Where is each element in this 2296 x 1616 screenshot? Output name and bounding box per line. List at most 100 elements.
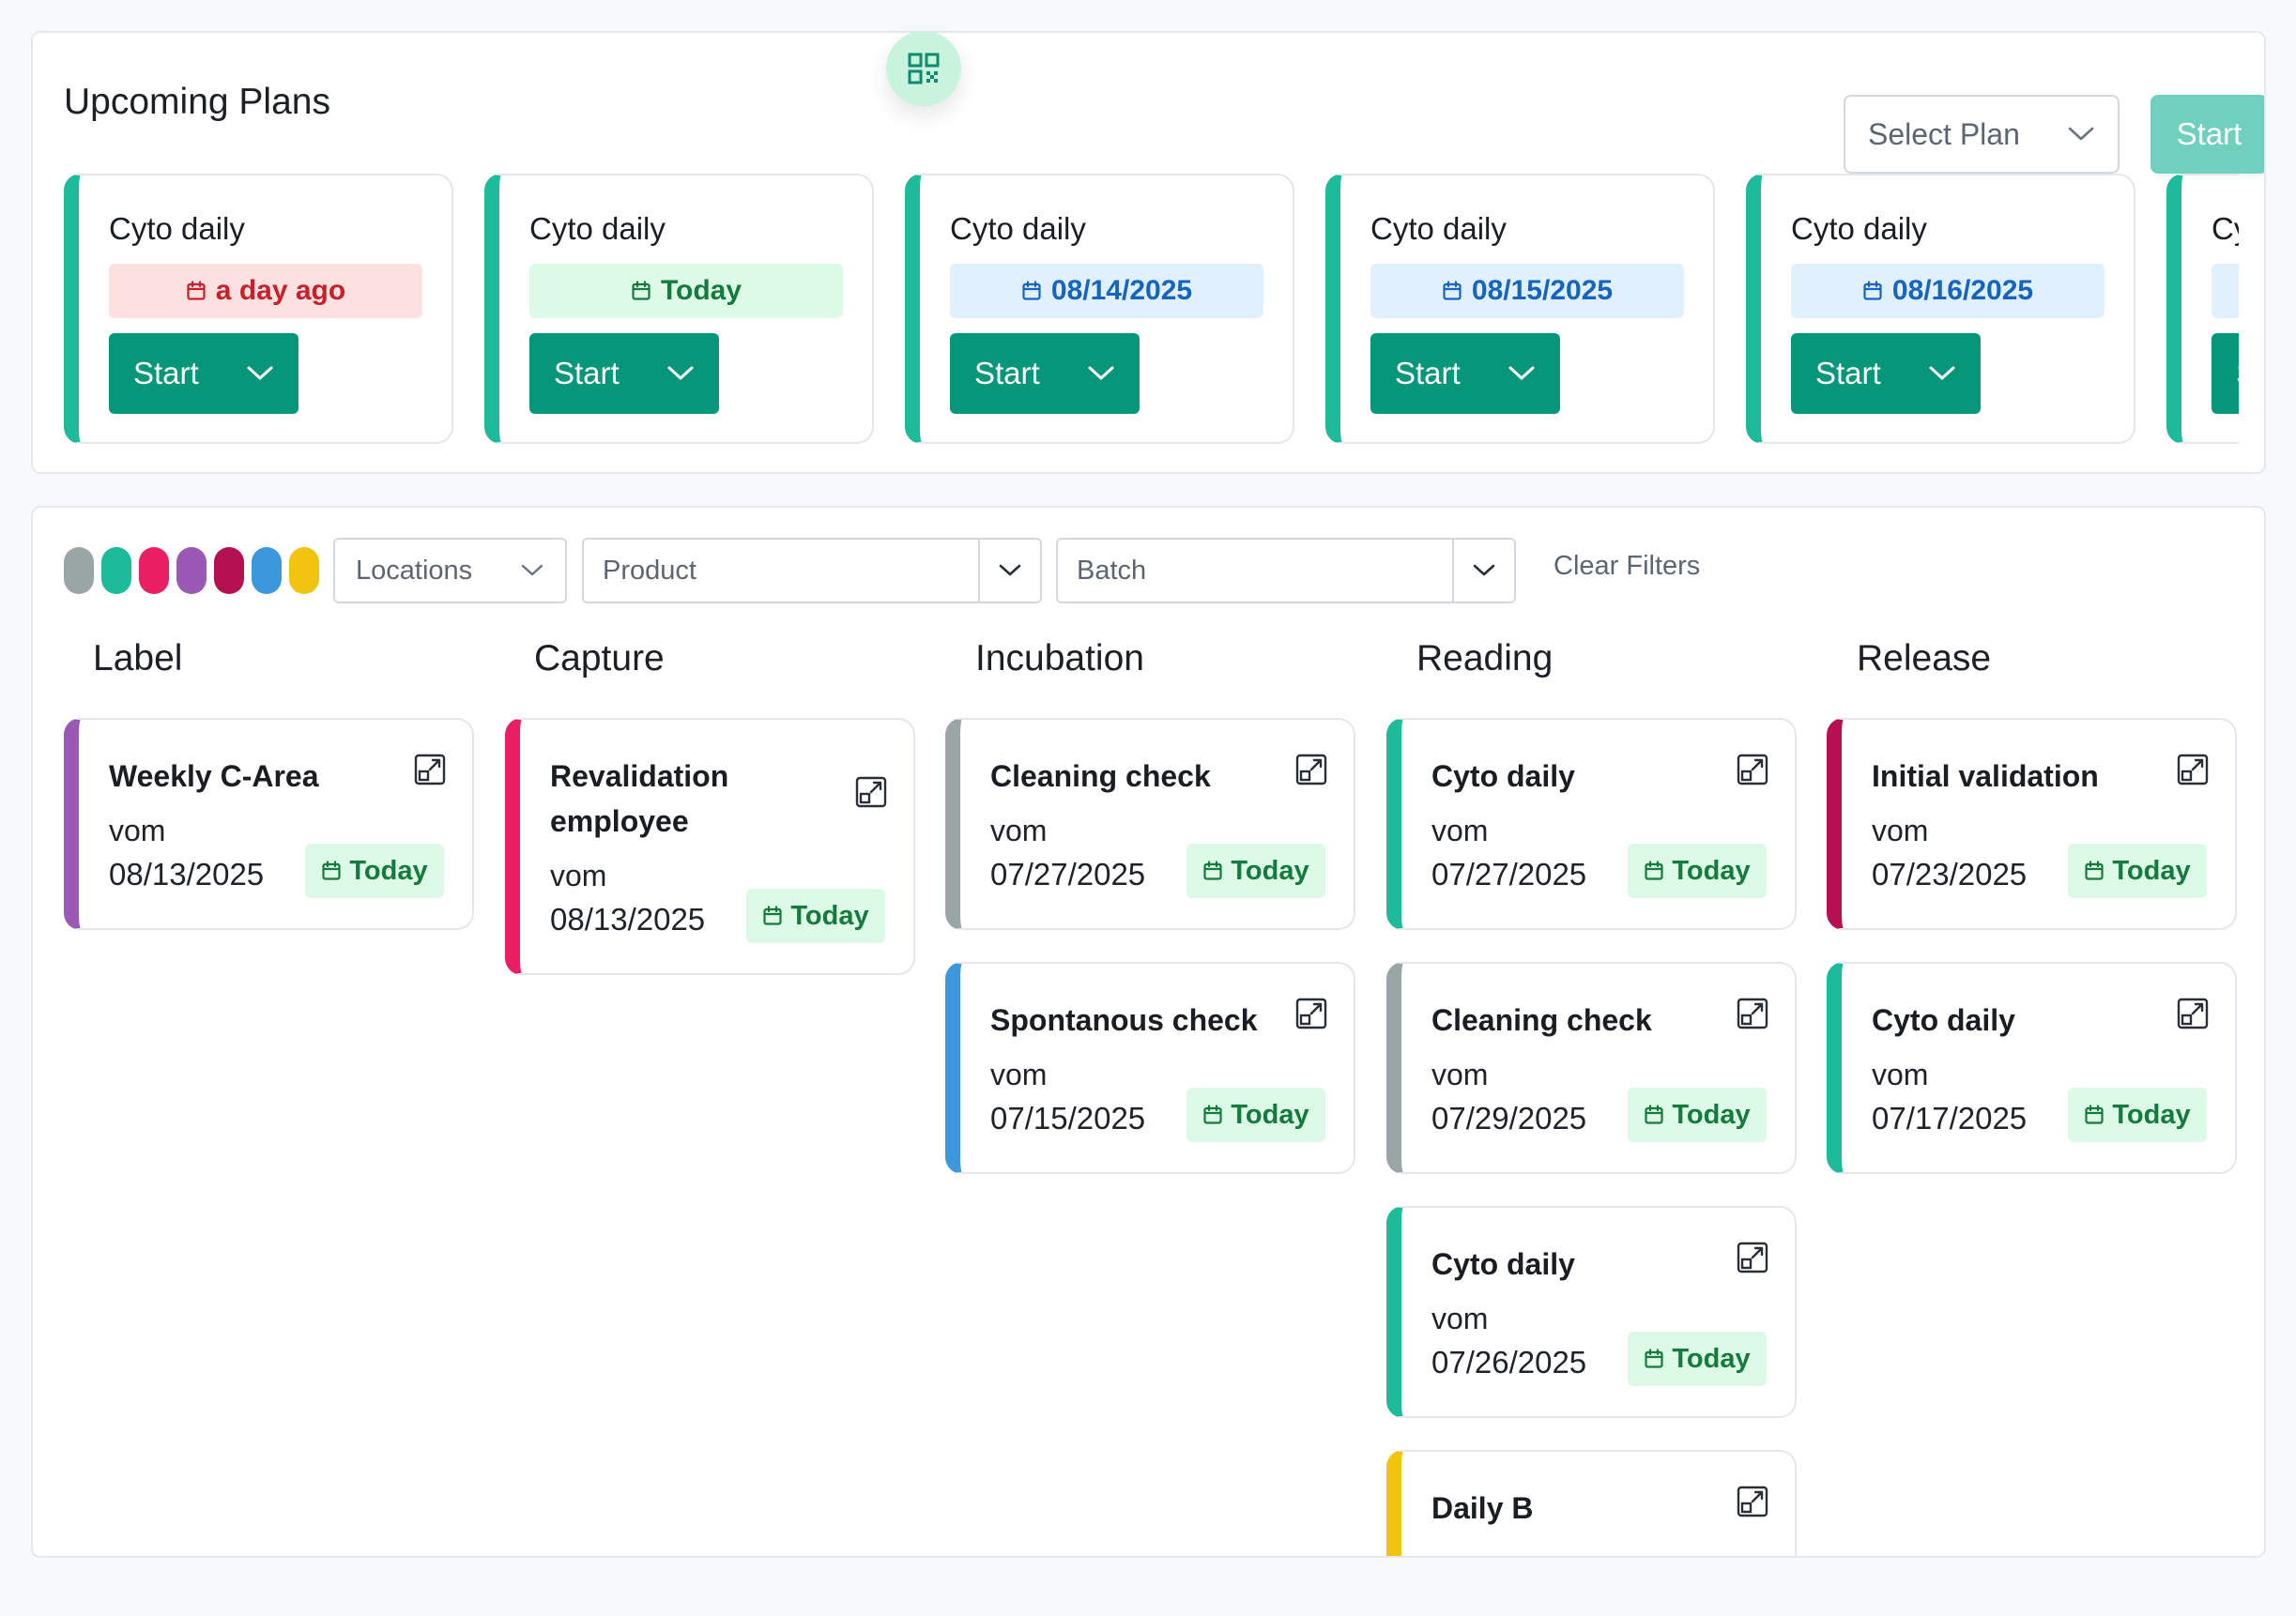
chevron-down-icon[interactable]	[1087, 365, 1115, 382]
task-card-title: Cyto daily	[1431, 759, 1575, 793]
chevron-down-icon	[999, 564, 1021, 576]
expand-icon[interactable]	[855, 776, 887, 808]
calendar-icon	[1644, 1105, 1664, 1125]
color-swatch[interactable]	[101, 547, 131, 594]
task-card-date: 07/17/2025	[1872, 1101, 2028, 1136]
task-card-title: Cleaning check	[1431, 1003, 1652, 1037]
plan-start-label: Start	[1815, 356, 1881, 390]
plan-date-text: 08/15/2025	[1471, 275, 1614, 306]
task-card-title: Weekly C-Area	[109, 759, 319, 793]
color-swatch[interactable]	[64, 547, 94, 594]
batch-dropdown-toggle[interactable]	[1452, 540, 1514, 602]
chevron-down-icon[interactable]	[666, 365, 695, 382]
plan-start-button[interactable]: Start	[950, 333, 1140, 414]
product-dropdown-toggle[interactable]	[978, 540, 1040, 602]
expand-icon[interactable]	[2177, 998, 2209, 1029]
plan-start-label: Start	[554, 356, 620, 390]
task-card-title: Revalidation employee	[550, 759, 729, 838]
select-plan-dropdown[interactable]: Select Plan	[1844, 95, 2120, 174]
calendar-icon	[631, 281, 651, 301]
expand-icon[interactable]	[1737, 754, 1768, 785]
task-card[interactable]: Cyto daily vom 07/26/2025 Today	[1386, 1206, 1797, 1418]
plan-date-badge: 08/15/2025	[1370, 264, 1684, 318]
task-card-date: 07/29/2025	[1431, 1101, 1587, 1136]
calendar-icon	[2084, 1105, 2105, 1125]
task-card[interactable]: Revalidation employee vom 08/13/2025 Today	[505, 718, 915, 975]
plan-date-badge: Today	[529, 264, 843, 318]
task-due-badge: Today	[1628, 1088, 1767, 1142]
upcoming-plans-panel: Upcoming Plans Select Plan Start Cyto da…	[31, 31, 2266, 474]
plan-start-label: Start	[974, 356, 1040, 390]
task-card[interactable]: Weekly C-Area vom 08/13/2025 Today	[64, 718, 474, 930]
start-plan-button[interactable]: Start	[2151, 95, 2264, 174]
plan-start-button[interactable]: Start	[2212, 333, 2239, 414]
upcoming-plans-title: Upcoming Plans	[64, 82, 330, 122]
plan-card-title: Cyto daily	[1791, 211, 1927, 246]
plan-start-button[interactable]: Start	[1791, 333, 1981, 414]
task-card[interactable]: Spontanous check vom 07/15/2025 Today	[945, 962, 1355, 1174]
calendar-icon	[321, 861, 342, 881]
plan-date-text: 08/14/2025	[1050, 275, 1193, 306]
calendar-icon	[1021, 281, 1042, 301]
task-card-date: 08/13/2025	[109, 857, 265, 892]
expand-icon[interactable]	[1295, 998, 1327, 1029]
plan-date-text: 08/16/2025	[1891, 275, 2034, 306]
plan-date-text: a day ago	[215, 275, 346, 306]
task-card-vom: vom	[1431, 1058, 1489, 1091]
plan-card: Cyto daily Start	[2166, 174, 2239, 444]
chevron-down-icon	[1473, 564, 1495, 576]
plan-start-button[interactable]: Start	[529, 333, 719, 414]
kanban-board-panel: Locations Product Batch Clear Filters La…	[31, 506, 2266, 1558]
expand-icon[interactable]	[1737, 1486, 1768, 1517]
task-due-badge: Today	[305, 844, 444, 898]
task-card-vom: vom	[990, 814, 1048, 847]
expand-icon[interactable]	[1737, 1242, 1768, 1273]
chevron-down-icon	[2067, 126, 2095, 143]
plan-card: Cyto daily 08/14/2025 Start	[905, 174, 1294, 444]
expand-icon[interactable]	[1737, 998, 1768, 1029]
task-card-vom: vom	[1431, 1302, 1489, 1335]
product-placeholder: Product	[603, 555, 696, 586]
qr-scan-button[interactable]	[886, 31, 961, 106]
task-due-text: Today	[1672, 1099, 1751, 1130]
task-card[interactable]: Initial validation vom 07/23/2025 Today	[1827, 718, 2237, 930]
expand-icon[interactable]	[2177, 754, 2209, 785]
product-filter[interactable]: Product	[582, 538, 1042, 603]
task-card[interactable]: Cyto daily vom 07/27/2025 Today	[1386, 718, 1797, 930]
task-due-badge: Today	[1628, 844, 1767, 898]
task-card[interactable]: Cleaning check vom 07/29/2025 Today	[1386, 962, 1797, 1174]
task-due-text: Today	[1231, 855, 1309, 886]
color-swatch[interactable]	[289, 547, 319, 594]
clear-filters-button[interactable]: Clear Filters	[1554, 551, 1701, 581]
task-card-date: 08/13/2025	[550, 902, 706, 937]
task-card[interactable]: Cleaning check vom 07/27/2025 Today	[945, 718, 1355, 930]
batch-placeholder: Batch	[1077, 555, 1147, 586]
plan-card: Cyto daily a day ago Start	[64, 174, 453, 444]
chevron-down-icon[interactable]	[246, 365, 274, 382]
expand-icon[interactable]	[414, 754, 446, 785]
expand-icon[interactable]	[1295, 754, 1327, 785]
task-card[interactable]: Cyto daily vom 07/17/2025 Today	[1827, 962, 2237, 1174]
task-card-title: Cyto daily	[1872, 1003, 2015, 1037]
plan-card-title: Cyto daily	[1370, 211, 1507, 246]
plan-start-button[interactable]: Start	[109, 333, 298, 414]
task-card-vom: vom	[1431, 814, 1489, 847]
plan-card-title: Cyto daily	[529, 211, 666, 246]
column-header: Capture	[534, 638, 665, 678]
task-due-badge: Today	[1186, 1088, 1325, 1142]
color-filter-swatches	[64, 547, 319, 594]
chevron-down-icon[interactable]	[1928, 365, 1956, 382]
plan-start-button[interactable]: Start	[1370, 333, 1560, 414]
plan-start-label: Start	[1395, 356, 1461, 390]
task-card[interactable]: Daily B	[1386, 1450, 1797, 1556]
task-card-title: Daily B	[1431, 1491, 1534, 1525]
color-swatch[interactable]	[214, 547, 244, 594]
locations-filter[interactable]: Locations	[333, 538, 567, 603]
color-swatch[interactable]	[139, 547, 169, 594]
column-header: Label	[93, 638, 183, 678]
color-swatch[interactable]	[176, 547, 207, 594]
task-card-title: Cleaning check	[990, 759, 1211, 793]
chevron-down-icon[interactable]	[1508, 365, 1536, 382]
color-swatch[interactable]	[252, 547, 282, 594]
batch-filter[interactable]: Batch	[1056, 538, 1516, 603]
